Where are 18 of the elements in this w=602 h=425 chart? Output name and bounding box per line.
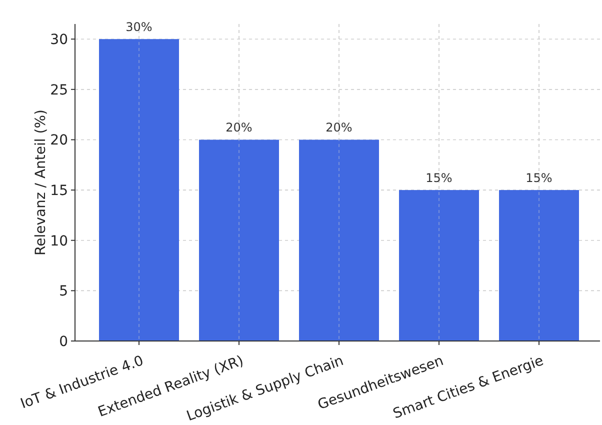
bar [499, 190, 579, 341]
y-tick-label: 15 [50, 182, 68, 199]
bar [299, 140, 379, 341]
bar [199, 140, 279, 341]
y-tick-label: 10 [50, 233, 68, 250]
data-label: 15% [426, 171, 452, 186]
data-label: 20% [326, 120, 352, 135]
y-tick-label: 30 [50, 32, 68, 48]
bar [99, 39, 179, 341]
y-axis-title: Relevanz / Anteil (%) [33, 110, 49, 256]
y-tick-label: 25 [50, 82, 68, 98]
data-label: 30% [126, 20, 152, 34]
y-tick-label: 0 [59, 334, 68, 350]
y-tick-label: 5 [59, 284, 68, 300]
y-tick-label: 20 [50, 132, 68, 149]
data-label: 15% [526, 171, 552, 186]
data-label: 20% [226, 120, 252, 135]
bar [399, 190, 479, 341]
